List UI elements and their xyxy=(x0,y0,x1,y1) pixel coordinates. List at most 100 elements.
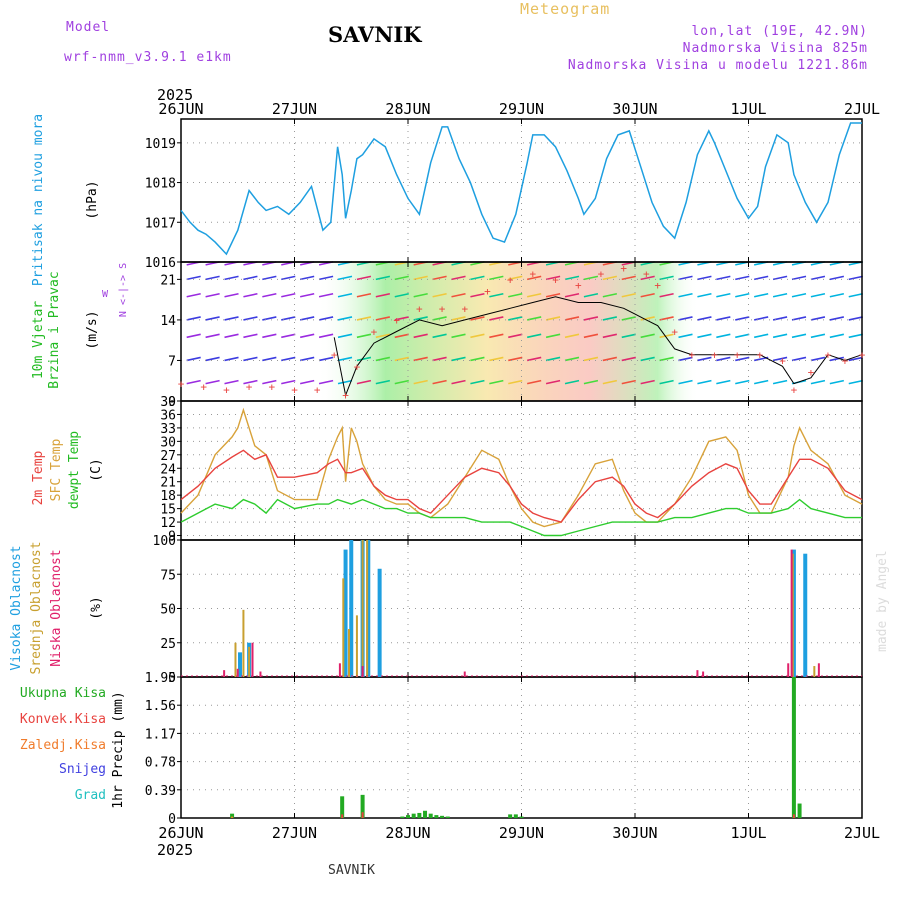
wind-barb xyxy=(205,333,220,339)
wind-barb xyxy=(356,379,372,385)
legend-hail: Grad xyxy=(75,788,106,803)
temp-label-dew: dewpt Temp xyxy=(67,431,82,509)
xtick-label-top: 28JUN xyxy=(385,100,430,118)
wind-gust-mark: + xyxy=(342,389,349,402)
wind-barb xyxy=(300,316,315,321)
precipitation-frame xyxy=(180,676,863,819)
wind-barb xyxy=(527,379,542,385)
wind-gust-mark: + xyxy=(671,326,678,339)
temperature-ytick-label: 18 xyxy=(160,489,176,504)
wind-barb xyxy=(375,275,391,281)
wind-barb xyxy=(186,275,201,281)
wind-barb xyxy=(413,292,428,298)
model-label: Model xyxy=(66,20,111,35)
low-cloud-bar xyxy=(259,671,262,677)
wind-gust-mark: + xyxy=(268,381,275,394)
model-name: wrf-nmm_v3.9.1 e1km xyxy=(64,50,232,65)
wind-barb xyxy=(356,292,372,298)
wind-barb xyxy=(545,356,561,362)
xtick-label-top: 29JUN xyxy=(499,100,544,118)
pressure-unit: (hPa) xyxy=(85,180,100,219)
total-precip-bar xyxy=(445,816,450,818)
mid-cloud-bar xyxy=(791,553,794,677)
wind-barb xyxy=(432,292,447,298)
wind-gust-mark: + xyxy=(291,383,298,396)
temperature-ytick-label: 39 xyxy=(160,395,176,410)
wind-barb xyxy=(697,316,712,321)
total-precip-bar xyxy=(440,815,445,818)
high-cloud-bar xyxy=(349,540,354,677)
wind-barb xyxy=(413,356,428,362)
wind-barb xyxy=(545,379,561,385)
wind-barb xyxy=(829,379,845,385)
xtick-label-bottom: 30JUN xyxy=(612,824,657,842)
legend-frozen-precip: Zaledj.Kisa xyxy=(20,738,106,753)
total-precip-bar xyxy=(230,813,235,818)
model-elevation-text: Nadmorska Visina u modelu 1221.86m xyxy=(567,58,868,73)
wind-barb xyxy=(337,275,353,281)
wind-barb xyxy=(716,333,731,339)
wind-barb xyxy=(356,333,372,339)
wind-gust-mark: + xyxy=(808,366,815,379)
wind-barb xyxy=(848,292,863,298)
wind-barb xyxy=(697,379,712,385)
wind-barb xyxy=(262,356,277,362)
wind-gust-mark: + xyxy=(575,279,582,292)
wind-barb xyxy=(470,356,485,362)
wind-barb xyxy=(564,275,580,281)
cloud-high-label: Visoka Oblacnost xyxy=(9,545,24,670)
wind-barb xyxy=(470,316,485,321)
elevation-text: Nadmorska Visina 825m xyxy=(682,41,868,56)
conv-precip-bar xyxy=(341,814,344,818)
wind-barb xyxy=(451,275,466,281)
wind-barb xyxy=(413,275,428,281)
wind-barb xyxy=(432,379,447,385)
temperature-frame xyxy=(180,400,863,541)
wind-barb xyxy=(583,356,599,362)
wind-barb xyxy=(621,356,636,362)
wind-gust-mark: + xyxy=(178,378,185,391)
wind-barb xyxy=(243,356,258,362)
wind-barb xyxy=(432,275,447,281)
low-cloud-bar xyxy=(463,671,466,677)
pressure-ytick-label: 1017 xyxy=(145,216,176,231)
temperature-ytick-label: 27 xyxy=(160,449,176,464)
wind-gust-mark: + xyxy=(530,268,537,281)
wind-barb xyxy=(318,333,334,339)
wind-barb xyxy=(678,379,693,385)
total-precip-bar xyxy=(434,815,439,818)
xtick-label-bottom: 28JUN xyxy=(385,824,430,842)
wind-barb xyxy=(754,292,769,298)
wind-barb xyxy=(489,356,504,362)
legend-total-precip: Ukupna Kisa xyxy=(20,686,106,701)
wind-gust-mark: + xyxy=(484,285,491,298)
wind-barb xyxy=(791,356,807,362)
mid-cloud-bar xyxy=(248,646,251,677)
temperature-ytick-label: 24 xyxy=(160,462,176,477)
wind-barb xyxy=(583,275,599,281)
wind-ytick-label: 0 xyxy=(168,395,176,410)
wind-barb xyxy=(318,275,334,281)
cloud-low-label: Niska Oblacnost xyxy=(49,549,64,666)
wind-barb xyxy=(224,356,239,362)
wind-gust-mark: + xyxy=(246,381,253,394)
wind-barb xyxy=(810,275,826,281)
sfc-temp-line xyxy=(180,407,863,528)
clouds-ytick-label: 75 xyxy=(160,568,176,583)
wind-barb xyxy=(451,356,466,362)
mid-cloud-bar xyxy=(347,629,350,677)
clouds-ytick-label: 100 xyxy=(153,534,176,549)
wind-barb xyxy=(640,292,655,298)
wind-barb xyxy=(489,379,504,385)
wind-barb xyxy=(224,275,239,281)
pressure-ytick-label: 1016 xyxy=(145,256,176,271)
wind-barb xyxy=(810,333,826,339)
wind-barb xyxy=(527,333,542,339)
high-cloud-bar xyxy=(803,553,808,677)
wind-ytick-label: 14 xyxy=(160,314,176,329)
wind-label-b: Brzina i Pravac xyxy=(47,271,62,388)
low-cloud-bar xyxy=(702,671,705,677)
xtick-label-bottom: 2JUL xyxy=(844,824,880,842)
wind-barb xyxy=(716,356,731,362)
wind-barb xyxy=(621,275,636,281)
